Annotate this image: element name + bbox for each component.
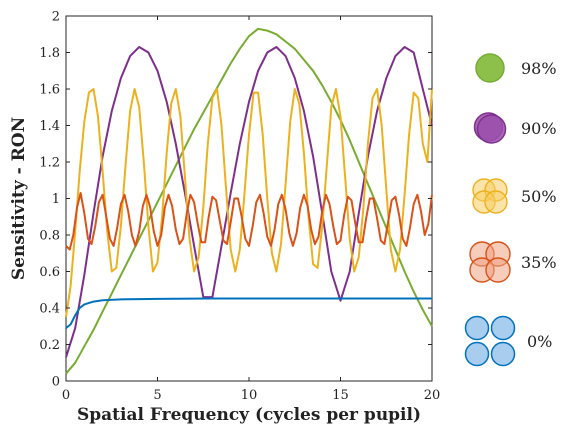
legend-entry-35pct: 35% bbox=[469, 241, 557, 283]
series-line-4 bbox=[65, 297, 432, 329]
series-line-0 bbox=[65, 27, 433, 375]
x-tick-label: 5 bbox=[153, 388, 161, 403]
series-layer bbox=[65, 27, 433, 375]
legend: 98% 90% 50% 35% 0% bbox=[464, 53, 557, 367]
legend-entry-0pct: 0% bbox=[464, 315, 552, 367]
four-overlapping-circles-icon bbox=[469, 241, 511, 283]
plot-area: 0 5 10 15 20 0 0.2 0.4 0.6 0.8 1 1.2 1.4 1.6 1.8 2 bbox=[39, 10, 440, 404]
legend-label: 90% bbox=[521, 119, 557, 138]
y-tick-label: 1.2 bbox=[39, 156, 60, 171]
series-line-1 bbox=[65, 46, 433, 358]
y-tick-label: 1.4 bbox=[39, 119, 60, 134]
x-tick-label: 10 bbox=[241, 388, 258, 403]
y-axis-label: Sensitivity - RON bbox=[9, 117, 29, 280]
legend-label: 98% bbox=[521, 59, 557, 78]
x-tick-label: 15 bbox=[332, 388, 349, 403]
legend-label: 0% bbox=[527, 332, 552, 351]
y-tick-label: 2 bbox=[52, 10, 60, 25]
legend-entry-98pct: 98% bbox=[475, 53, 557, 83]
y-tick-label: 0.2 bbox=[39, 338, 60, 353]
y-tick-label: 0 bbox=[52, 375, 60, 390]
four-overlapping-circles-icon bbox=[472, 178, 508, 214]
two-circles-icon bbox=[473, 112, 507, 144]
legend-entry-90pct: 90% bbox=[473, 112, 557, 144]
legend-entry-50pct: 50% bbox=[472, 178, 557, 214]
y-tick-label: 0.4 bbox=[39, 302, 60, 317]
y-tick-label: 1.8 bbox=[39, 46, 60, 61]
plot-frame bbox=[65, 15, 433, 382]
series-line-3 bbox=[65, 192, 433, 251]
x-tick-label: 20 bbox=[424, 388, 441, 403]
y-tick-label: 1.6 bbox=[39, 83, 60, 98]
single-circle-icon bbox=[475, 53, 505, 83]
legend-label: 50% bbox=[521, 187, 557, 206]
y-tick-label: 1 bbox=[52, 192, 60, 207]
y-tick-label: 0.8 bbox=[39, 229, 60, 244]
y-tick-label: 0.6 bbox=[39, 265, 60, 280]
legend-label: 35% bbox=[521, 253, 557, 272]
series-line-2 bbox=[65, 88, 433, 318]
four-separate-circles-icon bbox=[464, 315, 516, 367]
x-axis-ticks: 0 5 10 15 20 bbox=[62, 16, 440, 403]
x-axis-label: Spatial Frequency (cycles per pupil) bbox=[77, 405, 421, 425]
x-tick-label: 0 bbox=[62, 388, 70, 403]
y-axis-ticks: 0 0.2 0.4 0.6 0.8 1 1.2 1.4 1.6 1.8 2 bbox=[39, 10, 432, 390]
